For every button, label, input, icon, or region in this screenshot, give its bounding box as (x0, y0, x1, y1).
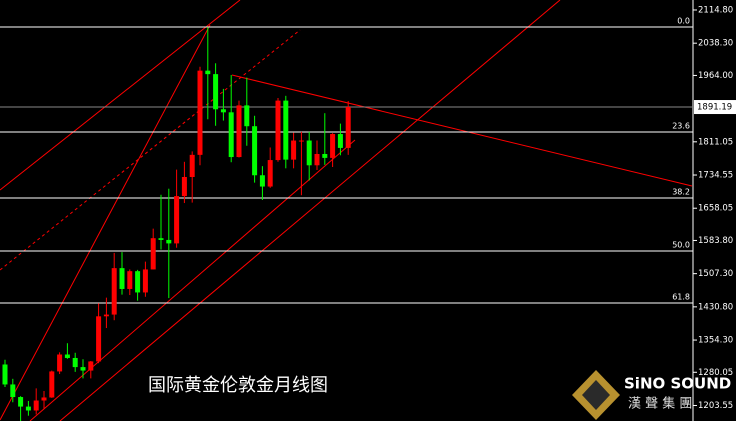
resistance-line (231, 74, 693, 187)
fib-label: 61.8 (672, 292, 690, 301)
candle-body (267, 160, 273, 187)
candle-body (228, 112, 234, 158)
y-tick-label: 1430.80 (698, 302, 733, 312)
fib-label: 23.6 (672, 121, 690, 130)
candle-body (142, 269, 148, 293)
channel-line (0, 24, 211, 421)
candle-body (275, 100, 281, 161)
candle-body (135, 271, 141, 293)
last-price-label: 1891.19 (697, 103, 732, 113)
candle-body (10, 384, 16, 398)
candle-body (298, 140, 304, 142)
chart-title: 国际黄金伦敦金月线图 (148, 375, 328, 396)
brand-name: SiNO SOUND (624, 375, 731, 393)
candle-body (213, 74, 219, 110)
candle-body (314, 153, 320, 166)
candle-body (205, 70, 211, 75)
candle-body (33, 400, 39, 411)
y-tick-label: 1734.55 (698, 171, 733, 181)
candle-body (345, 107, 351, 148)
candle-body (181, 176, 187, 197)
candle-body (197, 70, 203, 155)
logo-icon (582, 380, 610, 410)
fib-label: 50.0 (672, 240, 690, 249)
candle-body (236, 105, 242, 158)
logo: SiNO SOUND 漢 聲 集 團 (572, 370, 731, 420)
candle-body (220, 109, 226, 113)
candle-body (252, 126, 258, 176)
channel-line (29, 139, 356, 421)
y-tick-label: 1280.05 (698, 368, 733, 378)
channel-line (0, 29, 301, 271)
candle-body (119, 268, 125, 289)
brand-subtitle: 漢 聲 集 團 (628, 396, 692, 412)
candle-body (72, 357, 78, 368)
candle-body (322, 153, 328, 158)
candle-body (103, 314, 109, 317)
candle-body (41, 397, 47, 401)
candle-body (189, 154, 195, 177)
candle-body (64, 354, 70, 358)
y-tick-label: 1507.30 (698, 269, 733, 279)
candle-body (2, 364, 8, 385)
candle-body (158, 238, 164, 240)
candle-body (25, 406, 31, 411)
candles (2, 27, 351, 421)
fib-label: 0.0 (677, 16, 690, 25)
channel-line (0, 0, 241, 191)
y-tick-label: 1811.05 (698, 137, 733, 147)
channel-line (59, 0, 561, 421)
y-tick-label: 1964.00 (698, 71, 733, 81)
y-tick-label: 1583.80 (698, 236, 733, 246)
y-tick-label: 1203.55 (698, 401, 733, 411)
candle-body (57, 354, 63, 372)
candle-body (88, 361, 94, 371)
last-price-box (694, 100, 736, 115)
y-tick-label: 1354.30 (698, 336, 733, 346)
candle-body (259, 175, 265, 187)
candle-body (166, 239, 172, 244)
candle-body (96, 316, 102, 362)
candle-body (283, 100, 289, 160)
candle-body (18, 397, 24, 407)
candle-body (291, 140, 297, 160)
candle-body (150, 238, 156, 270)
candle-body (330, 134, 336, 158)
candle-body (337, 134, 343, 148)
trend-lines (0, 0, 693, 421)
candle-body (80, 367, 86, 371)
fib-label: 38.2 (672, 188, 690, 197)
y-tick-label: 2114.80 (698, 5, 733, 15)
candle-body (49, 371, 55, 398)
candle-body (174, 196, 180, 244)
candle-body (306, 140, 312, 166)
candle-body (127, 271, 133, 289)
y-tick-label: 1658.05 (698, 204, 733, 214)
y-tick-label: 2038.30 (698, 39, 733, 49)
candle-body (244, 105, 250, 127)
candle-body (111, 268, 117, 315)
